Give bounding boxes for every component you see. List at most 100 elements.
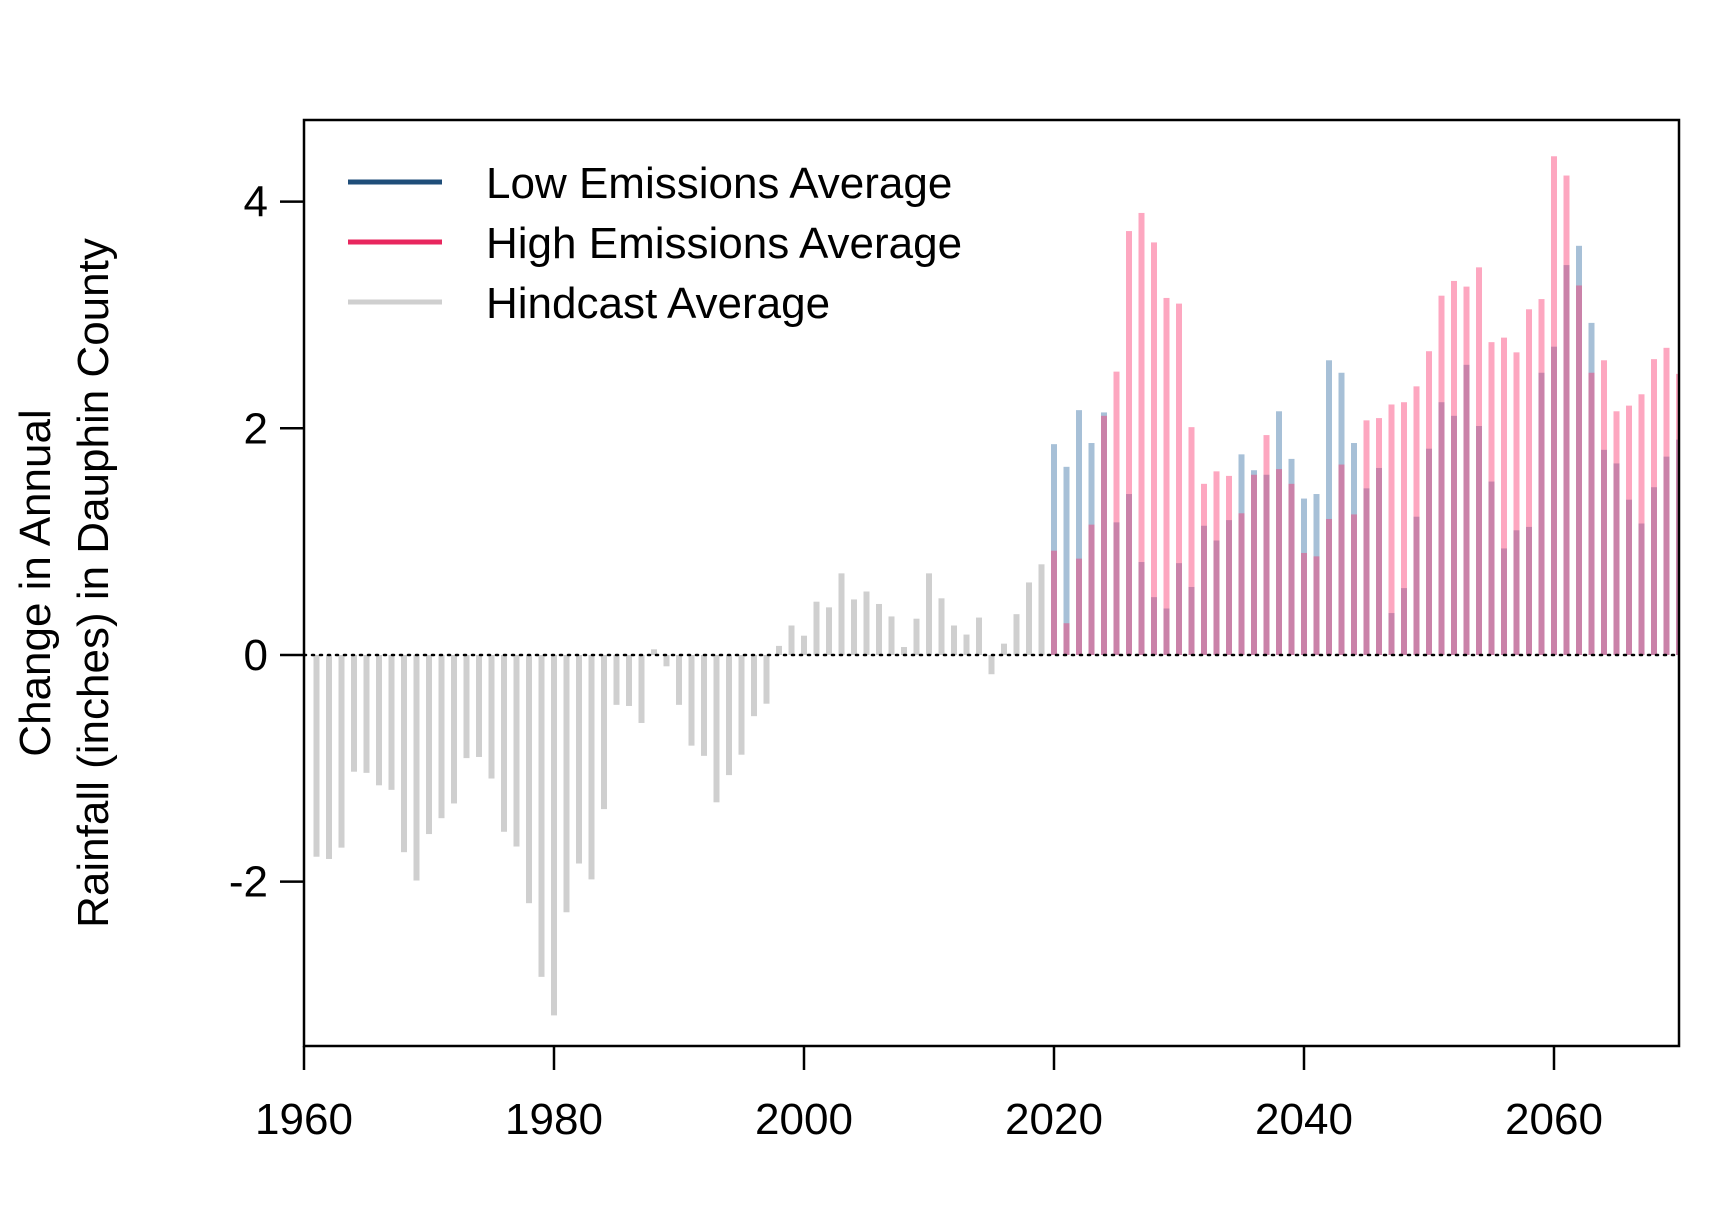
bar xyxy=(626,654,632,706)
bar xyxy=(526,654,532,904)
bar xyxy=(1226,475,1232,655)
x-tick-label: 1980 xyxy=(505,1095,603,1144)
bar xyxy=(1013,614,1020,655)
bar xyxy=(1251,470,1257,655)
bar xyxy=(838,573,845,655)
y-tick-label: 2 xyxy=(244,404,268,453)
bar xyxy=(476,654,482,757)
bar xyxy=(1213,471,1220,655)
bar xyxy=(1213,540,1220,655)
bar xyxy=(663,654,670,667)
legend-label: High Emissions Average xyxy=(486,219,962,268)
bar xyxy=(938,598,945,655)
x-tick-label: 2020 xyxy=(1005,1095,1103,1144)
bar xyxy=(1188,427,1195,655)
bar xyxy=(1413,386,1420,655)
bar xyxy=(451,654,457,804)
bar xyxy=(1601,360,1607,655)
y-tick-label: 0 xyxy=(244,631,268,680)
bar xyxy=(1251,474,1257,655)
bar xyxy=(1588,322,1595,655)
bar xyxy=(1438,402,1445,655)
bar xyxy=(1176,563,1182,655)
legend-item: Hindcast Average xyxy=(348,279,830,328)
bar xyxy=(1476,267,1482,655)
bar xyxy=(1326,360,1332,655)
x-tick-label: 1960 xyxy=(255,1095,353,1144)
bar xyxy=(1138,212,1145,655)
bar xyxy=(1513,352,1520,655)
bar xyxy=(888,616,895,655)
bar xyxy=(463,654,470,759)
bar xyxy=(1526,526,1532,655)
bar xyxy=(1451,280,1457,655)
bar xyxy=(901,647,907,655)
bar xyxy=(1501,337,1507,655)
bar xyxy=(438,654,445,819)
bar xyxy=(326,654,332,859)
bar xyxy=(501,654,507,832)
bar xyxy=(688,654,695,746)
legend-item: Low Emissions Average xyxy=(348,159,952,208)
bar xyxy=(713,654,720,803)
bar xyxy=(863,591,870,655)
bar xyxy=(1026,582,1032,655)
bar xyxy=(1363,420,1370,655)
bar xyxy=(1451,415,1457,655)
bar xyxy=(726,654,732,776)
bar xyxy=(1538,299,1545,655)
bar xyxy=(1051,550,1057,655)
bar xyxy=(563,654,570,913)
bar xyxy=(601,654,607,810)
bar xyxy=(813,601,820,655)
bar xyxy=(1663,347,1670,655)
bar xyxy=(1401,588,1407,655)
bar xyxy=(1038,564,1045,655)
bar xyxy=(1438,295,1445,655)
bar xyxy=(1476,426,1482,655)
bar xyxy=(1576,245,1582,655)
bar xyxy=(951,625,957,655)
bar xyxy=(1126,494,1132,655)
bar xyxy=(588,654,595,880)
bar xyxy=(1288,458,1295,655)
bar xyxy=(1301,498,1307,655)
bar xyxy=(538,654,545,977)
bar xyxy=(1138,562,1145,655)
bar xyxy=(1126,231,1132,655)
bar xyxy=(1113,371,1120,655)
bar xyxy=(1276,469,1282,655)
series-high-emissions-average xyxy=(1051,156,1679,655)
y-axis-label-line: Rainfall (inches) in Dauphin County xyxy=(69,238,118,928)
bar xyxy=(388,654,395,790)
y-axis-label-line: Change in Annual xyxy=(11,409,60,756)
bar xyxy=(1488,342,1495,655)
bar xyxy=(1551,156,1557,655)
bar xyxy=(551,654,557,1016)
bar xyxy=(1151,597,1157,655)
bar xyxy=(1501,548,1507,655)
bar xyxy=(1388,404,1395,655)
bar xyxy=(1676,373,1679,655)
bar xyxy=(851,599,857,655)
bar xyxy=(1001,643,1007,655)
bar xyxy=(1101,415,1107,655)
bar xyxy=(1088,524,1095,655)
bar xyxy=(513,654,520,847)
bar xyxy=(1426,448,1432,655)
bar xyxy=(1651,359,1657,655)
bar xyxy=(751,654,757,717)
x-tick-label: 2000 xyxy=(755,1095,853,1144)
bars-layer xyxy=(313,156,1679,1016)
bar xyxy=(1326,518,1332,655)
bar xyxy=(1201,525,1207,655)
bar xyxy=(1088,443,1095,655)
bar xyxy=(1238,454,1245,655)
bar xyxy=(913,618,920,655)
legend-label: Low Emissions Average xyxy=(486,159,952,208)
bar xyxy=(1313,494,1320,655)
bar xyxy=(426,654,432,835)
bar xyxy=(1651,487,1657,655)
bar xyxy=(338,654,345,848)
